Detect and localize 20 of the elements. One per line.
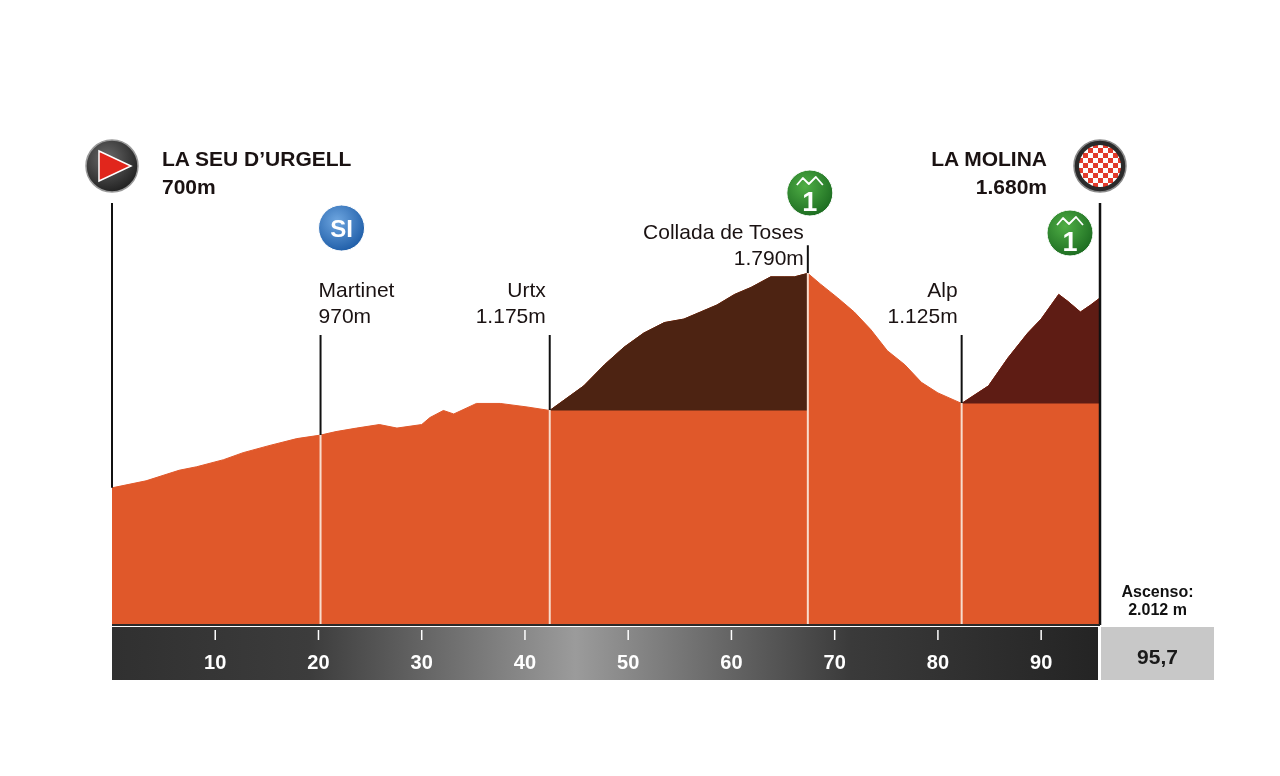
text: SI (330, 215, 353, 242)
ref-line-label: LA MOLINA 1.680m (931, 147, 1047, 198)
ref-line-label: LA SEU D’URGELL 700m (162, 147, 352, 198)
x-tick-label: 10 (204, 651, 227, 673)
ref-line-label: Collada de Toses 1.790m (643, 220, 804, 270)
x-tick-label: 30 (410, 651, 433, 673)
x-tick-label: 70 (823, 651, 846, 673)
ref-line-label: Martinet 970m (318, 278, 395, 327)
text: 1 (1062, 227, 1078, 257)
x-tick-label: 60 (720, 651, 743, 673)
x-tick-label: 20 (307, 651, 330, 673)
text: 95,7 (1137, 645, 1178, 668)
x-tick-label: 40 (513, 651, 537, 673)
x-tick-label: 50 (617, 651, 640, 673)
x-tick-label: 80 (926, 651, 950, 673)
ref-line-label: Urtx 1.175m (475, 278, 547, 327)
ref-line-label: Alp 1.125m (887, 278, 958, 327)
text: Ascenso: 2.012 m (1121, 583, 1194, 618)
x-tick-label: 90 (1030, 651, 1053, 673)
text: 1 (802, 187, 818, 217)
